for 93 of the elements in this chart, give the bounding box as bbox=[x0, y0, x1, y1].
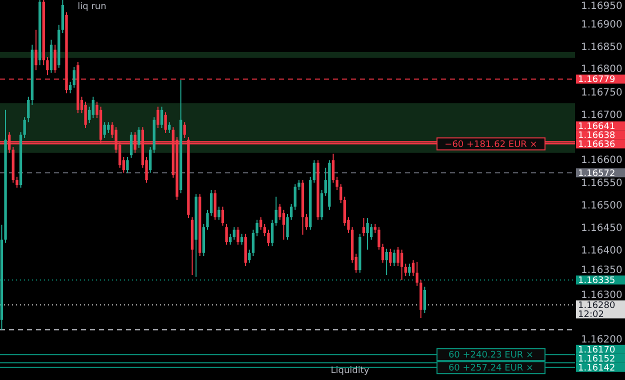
candlestick bbox=[206, 209, 209, 230]
candlestick bbox=[412, 260, 415, 276]
y-tick-label: 1.16200 bbox=[581, 334, 622, 346]
candlestick bbox=[236, 226, 240, 246]
candlestick bbox=[130, 132, 133, 158]
y-tick-label: 1.16300 bbox=[581, 290, 622, 301]
candlestick bbox=[263, 223, 266, 237]
candlestick bbox=[126, 156, 129, 174]
ref-line-label: 1.16636 bbox=[578, 140, 616, 150]
ref-line-label: 1.16335 bbox=[578, 276, 616, 286]
annotation: 60 +240.23 EUR × bbox=[448, 350, 534, 361]
y-tick-label: 1.16400 bbox=[581, 246, 622, 257]
candlestick bbox=[416, 261, 418, 286]
candlestick bbox=[343, 196, 346, 226]
y-tick-label: 1.16900 bbox=[581, 19, 622, 30]
candlestick bbox=[400, 249, 404, 281]
candlestick bbox=[396, 246, 400, 266]
candlestick bbox=[385, 248, 388, 276]
y-tick-label: 1.16950 bbox=[581, 1, 622, 12]
candlestick bbox=[392, 249, 396, 266]
candlestick bbox=[148, 146, 152, 174]
y-tick-label: 1.16350 bbox=[581, 265, 622, 276]
annotation: liq run bbox=[78, 2, 106, 12]
candlestick bbox=[229, 233, 232, 246]
candlestick bbox=[107, 122, 110, 134]
candlestick bbox=[240, 233, 244, 246]
candlestick bbox=[267, 229, 270, 247]
candlestick bbox=[259, 216, 262, 230]
candlestick bbox=[305, 213, 308, 230]
candlestick bbox=[362, 218, 366, 237]
annotation: −60 +181.62 EUR × bbox=[444, 140, 538, 150]
candlestick bbox=[366, 218, 369, 250]
y-tick-label: 1.16500 bbox=[581, 200, 622, 212]
candlestick bbox=[225, 223, 228, 246]
candlestick bbox=[252, 229, 255, 257]
candlestick bbox=[389, 248, 392, 266]
candlestick bbox=[27, 96, 30, 123]
y-tick-label: 1.16550 bbox=[581, 178, 622, 189]
candlestick bbox=[72, 66, 76, 88]
candlestick bbox=[160, 106, 164, 129]
candlestick bbox=[232, 226, 236, 240]
annotation: Liquidity bbox=[330, 366, 370, 376]
y-tick-label: 1.16750 bbox=[581, 87, 622, 98]
ref-line-label: 1.16641 bbox=[578, 122, 616, 132]
candlestick bbox=[34, 29, 38, 71]
ref-line-label: 1.16142 bbox=[578, 363, 616, 374]
candlestick bbox=[404, 263, 407, 276]
candlestick bbox=[256, 219, 258, 237]
candlestick bbox=[103, 122, 106, 138]
candlestick bbox=[381, 243, 384, 264]
candlestick bbox=[218, 206, 220, 220]
ref-line-label: 1.16572 bbox=[578, 168, 616, 179]
ref-line-label: 1.16779 bbox=[578, 75, 616, 86]
candlestick bbox=[298, 180, 300, 190]
candlestick bbox=[221, 206, 224, 226]
ref-line-label: 1.16152 bbox=[578, 354, 616, 364]
candlestick bbox=[423, 286, 426, 314]
candlestick bbox=[138, 126, 140, 148]
candlestick bbox=[16, 176, 18, 188]
candlestick bbox=[378, 226, 380, 250]
candlestick bbox=[282, 209, 286, 240]
y-tick-label: 1.16600 bbox=[581, 155, 622, 166]
candlestick bbox=[286, 213, 289, 240]
y-tick-label: 1.16450 bbox=[581, 223, 622, 234]
y-tick-label: 1.16800 bbox=[581, 64, 622, 76]
candlestick bbox=[168, 122, 171, 134]
y-tick-label: 1.16700 bbox=[581, 110, 622, 121]
ref-line-label: 1.16638 bbox=[578, 130, 616, 141]
candlestick bbox=[84, 101, 87, 129]
annotation: 60 +257.24 EUR × bbox=[448, 364, 534, 374]
candlestick bbox=[320, 190, 324, 220]
candlestick bbox=[294, 184, 296, 210]
candlestick bbox=[92, 96, 94, 119]
candlestick bbox=[156, 106, 160, 129]
ref-line-label: 1.16170 bbox=[578, 345, 616, 356]
candlestick bbox=[214, 190, 216, 220]
candlestick bbox=[370, 223, 373, 240]
candlestick bbox=[312, 160, 316, 184]
candlestick bbox=[336, 176, 338, 190]
candlestick bbox=[374, 223, 376, 234]
y-tick-label: 1.16850 bbox=[581, 42, 622, 54]
ref-line-label: 1.16280 12:02 bbox=[578, 300, 616, 320]
candlestick bbox=[68, 81, 72, 94]
candlestick bbox=[248, 249, 251, 264]
candlestick bbox=[54, 44, 56, 74]
candlestick bbox=[290, 204, 293, 220]
candlestick bbox=[340, 184, 342, 204]
candlestick bbox=[183, 122, 186, 138]
candlestick bbox=[210, 190, 213, 216]
candlestick bbox=[164, 112, 167, 134]
candlestick bbox=[332, 153, 335, 184]
candlestick bbox=[408, 263, 411, 276]
candlestick bbox=[46, 56, 49, 76]
